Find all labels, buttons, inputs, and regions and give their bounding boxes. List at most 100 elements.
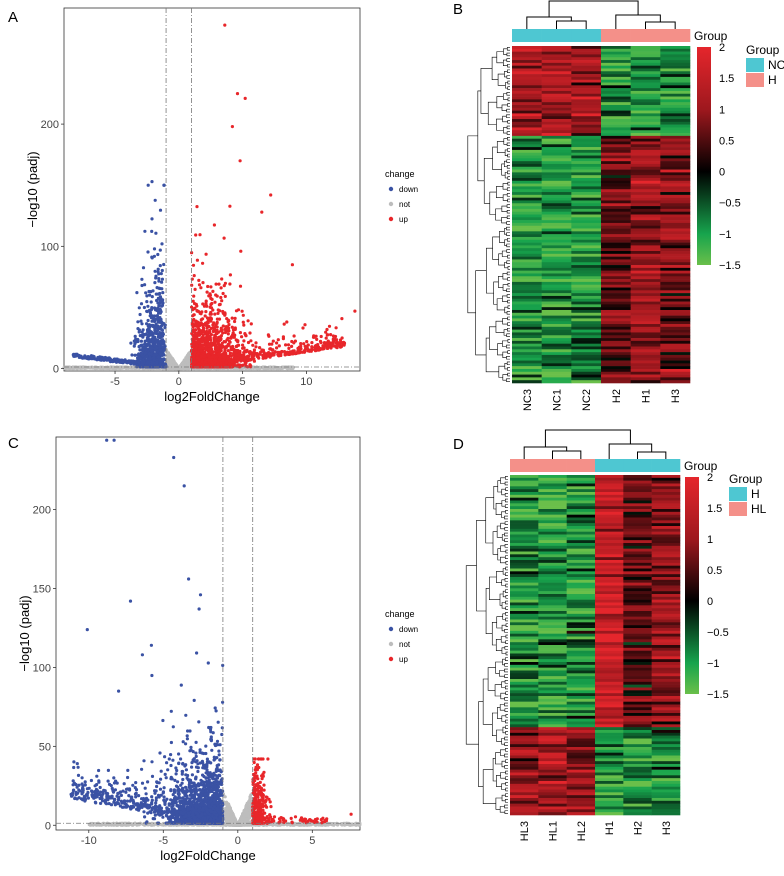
- point-down: [156, 355, 161, 359]
- point-up: [326, 340, 330, 344]
- point-up: [224, 346, 228, 350]
- point-up: [261, 348, 265, 352]
- point-down: [146, 304, 150, 308]
- point-up: [248, 331, 252, 335]
- point-up: [334, 326, 338, 330]
- point-down: [142, 305, 146, 310]
- point-up: [262, 355, 266, 359]
- point-up: [273, 350, 277, 354]
- point-up: [224, 364, 228, 368]
- point-up: [299, 342, 303, 346]
- point-up: [211, 289, 215, 293]
- point-down: [153, 327, 157, 331]
- point-up: [255, 352, 259, 356]
- point-up: [312, 334, 316, 338]
- point-not: [167, 356, 172, 360]
- point-up: [212, 223, 216, 227]
- point-down: [129, 341, 133, 345]
- point-up: [241, 363, 245, 367]
- point-up: [246, 355, 250, 359]
- point-up: [292, 334, 296, 338]
- point-up: [217, 349, 221, 354]
- point-down: [114, 360, 119, 364]
- point-up: [214, 358, 218, 363]
- point-not: [101, 365, 105, 370]
- point-up: [281, 337, 285, 341]
- point-not: [77, 365, 81, 369]
- point-up: [242, 339, 246, 343]
- point-up: [241, 320, 245, 324]
- point-down: [140, 277, 144, 281]
- point-down: [144, 291, 148, 295]
- point-down: [159, 339, 163, 343]
- point-up: [266, 333, 270, 337]
- point-down: [150, 361, 154, 365]
- point-not: [177, 366, 181, 371]
- point-down: [153, 281, 157, 285]
- point-up: [192, 294, 196, 298]
- point-down: [158, 264, 162, 268]
- point-up: [213, 343, 217, 347]
- point-up: [218, 338, 223, 342]
- point-up: [219, 334, 223, 338]
- point-up: [213, 355, 217, 359]
- point-down: [161, 301, 165, 305]
- point-up: [230, 125, 234, 129]
- point-up: [282, 322, 286, 326]
- y-tick-label: 0: [53, 364, 59, 376]
- point-up: [333, 337, 337, 341]
- point-down: [155, 298, 159, 303]
- point-up: [340, 336, 344, 340]
- point-down: [148, 347, 152, 351]
- point-up: [223, 340, 227, 344]
- point-up: [251, 343, 255, 347]
- point-down: [154, 292, 158, 296]
- point-up: [229, 354, 233, 358]
- point-up: [208, 293, 212, 297]
- point-up: [249, 322, 253, 326]
- point-up: [191, 263, 196, 267]
- legend-marker-down: [388, 186, 394, 192]
- point-down: [150, 229, 154, 233]
- point-up: [199, 286, 203, 290]
- point-up: [249, 358, 253, 362]
- point-up: [190, 277, 194, 281]
- point-up: [315, 337, 319, 341]
- point-up: [215, 321, 219, 325]
- point-down: [155, 360, 159, 365]
- point-down: [153, 198, 157, 202]
- point-up: [234, 359, 238, 363]
- point-up: [234, 344, 238, 349]
- point-down: [148, 311, 153, 315]
- point-up: [226, 332, 230, 336]
- point-not: [172, 361, 176, 365]
- point-up: [310, 341, 314, 345]
- point-up: [204, 342, 208, 346]
- point-up: [200, 340, 204, 344]
- point-up: [214, 282, 218, 286]
- point-up: [238, 284, 243, 288]
- panel-label-d: D: [453, 436, 464, 453]
- point-down: [150, 217, 154, 221]
- point-up: [248, 363, 252, 367]
- point-up: [290, 263, 294, 267]
- legend-label-down: down: [399, 185, 418, 194]
- point-down: [153, 307, 157, 311]
- point-up: [269, 193, 273, 197]
- point-up: [210, 301, 214, 306]
- point-down: [137, 306, 141, 310]
- point-down: [162, 262, 166, 267]
- point-down: [153, 337, 157, 341]
- point-up: [203, 336, 207, 340]
- point-up: [194, 347, 198, 351]
- point-down: [109, 359, 114, 363]
- point-down: [151, 289, 155, 293]
- point-down: [137, 330, 141, 334]
- point-down: [146, 183, 150, 187]
- point-up: [301, 326, 305, 330]
- point-up: [227, 359, 231, 363]
- point-up: [211, 308, 215, 312]
- legend-marker-not: [388, 201, 394, 207]
- point-down: [156, 349, 160, 353]
